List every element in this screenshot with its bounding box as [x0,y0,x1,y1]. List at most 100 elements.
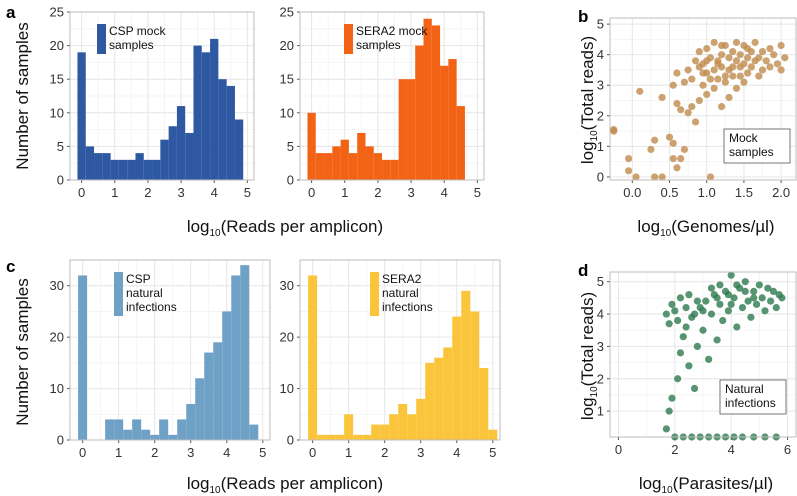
x-tick-label: 5 [474,185,481,200]
scatter-point [769,287,778,296]
histogram-bar [132,419,142,440]
scatter-point [674,316,682,325]
scatter-point [755,72,763,80]
legend-label: infections [382,300,433,314]
scatter-point [750,294,758,302]
histogram-bar [448,59,457,180]
scatter-point [658,173,666,181]
histogram-bar [152,159,161,180]
scatter-point [710,66,718,74]
histogram-bar [177,419,187,440]
scatter-point [707,284,716,292]
histogram-bar [218,79,227,180]
scatter-point [758,48,767,56]
scatter-point [716,281,724,289]
histogram-bar [85,146,95,180]
scatter-point [710,38,718,47]
scatter-point [778,294,786,302]
x-tick-label: 3 [417,445,424,460]
y-tick-label: 0 [597,169,604,184]
histogram-bar [365,146,374,180]
histogram-bar [423,18,432,180]
scatter-point [677,106,685,114]
x-axis-title-c: log10(Reads per amplicon) [187,474,383,496]
histogram-bar [456,106,465,180]
scatter-point [755,281,763,289]
y-tick-label: 20 [280,38,294,53]
scatter-point [668,300,676,308]
histogram-bar [110,159,119,180]
x-tick-label: 4 [728,442,735,457]
scatter-point [716,300,724,308]
scatter-point [705,355,713,363]
scatter-point [691,118,700,126]
y-tick-label: 0 [57,173,64,188]
histogram-bar [440,65,449,180]
scatter-point [736,51,744,59]
x-tick-label: 0 [308,185,315,200]
y-tick-label: 20 [50,330,64,345]
x-tick-label: 4 [441,185,448,200]
scatter-point [665,320,673,328]
scatter-point [766,63,774,71]
scatter-point [755,54,763,62]
histogram-bar [340,139,349,180]
histogram-bar [150,434,160,440]
histogram-bar [127,159,136,180]
scatter-point [625,155,633,163]
histogram-bar [317,434,327,440]
scatter-point [690,310,699,318]
legend-label: SERA2 mock [356,24,428,38]
scatter-point [761,307,769,315]
x-tick-label: 0 [615,442,622,457]
legend-swatch [370,272,379,316]
scatter-point [713,336,721,344]
scatter-point [718,51,726,59]
y-tick-label: 1 [597,404,604,419]
y-tick-label: 25 [280,5,294,20]
scatter-point [710,84,718,92]
histogram-bar [479,368,489,440]
scatter-point [744,54,752,62]
histogram-bar [168,126,177,180]
histogram-bar [443,347,453,440]
scatter-point [706,75,715,83]
panel-letter-a: a [6,3,16,22]
histogram-bar [335,434,345,440]
legend-label: samples [109,38,154,52]
x-tick-label: 2 [374,185,381,200]
plot-frame [299,259,501,441]
histogram-bar [123,429,133,440]
y-tick-label: 4 [597,307,604,322]
histogram-bar [452,316,462,440]
histogram-bar [193,45,202,180]
y-tick-label: 5 [597,17,604,32]
legend-label: natural [126,286,163,300]
legend-label: SERA2 [382,272,422,286]
scatter-point [736,72,744,80]
histogram-bar [398,404,408,440]
histogram-bar [143,159,153,180]
histogram-bar [141,429,151,440]
histogram-bar [434,357,444,440]
y-tick-label: 5 [57,139,64,154]
panel-letter-b: b [578,7,588,26]
histogram-bar [398,79,407,180]
histogram-bar [425,362,435,440]
scatter-point [764,284,772,292]
scatter-point [684,66,692,74]
histogram-bar [431,25,441,180]
scatter-point [781,54,789,62]
plot-frame [609,271,797,438]
histogram-bar [307,112,316,180]
scatter-point [770,51,778,59]
legend-swatch [344,24,353,54]
scatter-point [724,291,732,299]
histogram-bar [470,311,480,440]
histogram-bar [201,52,211,180]
y-tick-label: 10 [280,105,294,120]
